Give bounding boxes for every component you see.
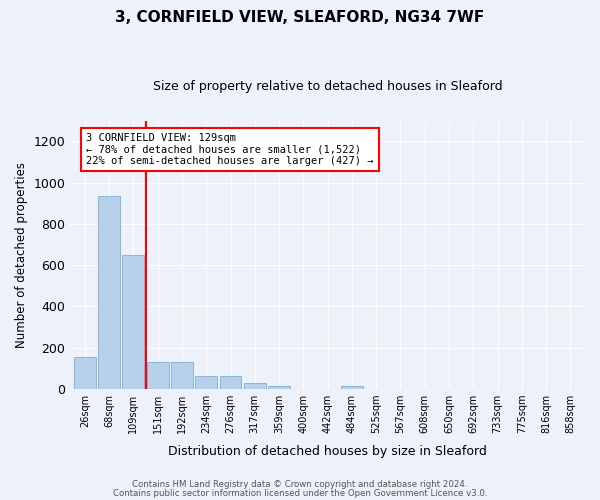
Text: Contains public sector information licensed under the Open Government Licence v3: Contains public sector information licen… <box>113 489 487 498</box>
X-axis label: Distribution of detached houses by size in Sleaford: Distribution of detached houses by size … <box>168 444 487 458</box>
Bar <box>171 362 193 389</box>
Bar <box>147 362 169 389</box>
Bar <box>74 357 96 389</box>
Bar <box>122 255 145 389</box>
Bar <box>341 386 363 389</box>
Bar <box>268 386 290 389</box>
Text: Contains HM Land Registry data © Crown copyright and database right 2024.: Contains HM Land Registry data © Crown c… <box>132 480 468 489</box>
Text: 3, CORNFIELD VIEW, SLEAFORD, NG34 7WF: 3, CORNFIELD VIEW, SLEAFORD, NG34 7WF <box>115 10 485 25</box>
Bar <box>196 376 217 389</box>
Bar <box>98 196 120 389</box>
Bar <box>244 383 266 389</box>
Title: Size of property relative to detached houses in Sleaford: Size of property relative to detached ho… <box>153 80 502 93</box>
Bar <box>220 376 241 389</box>
Y-axis label: Number of detached properties: Number of detached properties <box>15 162 28 348</box>
Text: 3 CORNFIELD VIEW: 129sqm
← 78% of detached houses are smaller (1,522)
22% of sem: 3 CORNFIELD VIEW: 129sqm ← 78% of detach… <box>86 133 374 166</box>
